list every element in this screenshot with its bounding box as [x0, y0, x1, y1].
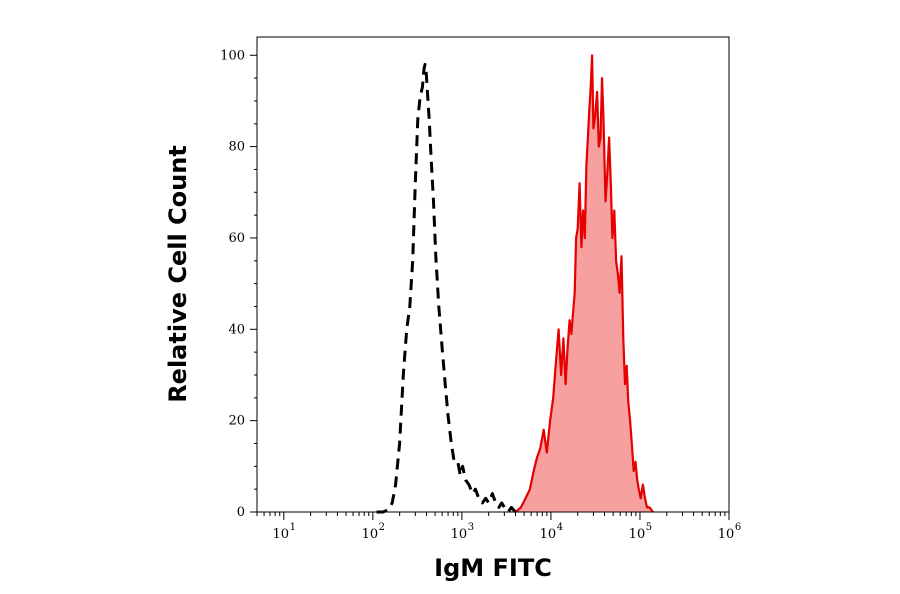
x-tick-exponent: 4 [557, 522, 563, 533]
y-tick-label: 0 [237, 505, 245, 520]
series-1-line [376, 62, 520, 514]
y-tick-label: 20 [228, 414, 245, 429]
x-axis-title: IgM FITC [434, 554, 552, 582]
x-tick-exponent: 1 [290, 522, 296, 533]
x-tick-label: 10 [718, 527, 735, 542]
y-tick-label: 80 [228, 140, 245, 155]
x-tick-label: 10 [362, 527, 379, 542]
y-tick-label: 100 [220, 48, 245, 63]
y-axis-title: Relative Cell Count [164, 145, 192, 403]
x-tick-exponent: 5 [646, 522, 652, 533]
x-tick-label: 10 [273, 527, 290, 542]
series-2-line [514, 54, 654, 513]
x-tick-exponent: 2 [379, 522, 385, 533]
x-tick-label: 10 [451, 527, 468, 542]
x-tick-label: 10 [540, 527, 557, 542]
x-tick-label: 10 [629, 527, 646, 542]
y-tick-label: 40 [228, 322, 245, 337]
plot-frame [256, 36, 730, 513]
series-2-fill [515, 55, 653, 513]
x-tick-exponent: 3 [468, 522, 474, 533]
y-tick-label: 60 [228, 231, 245, 246]
x-tick-exponent: 6 [735, 522, 741, 533]
